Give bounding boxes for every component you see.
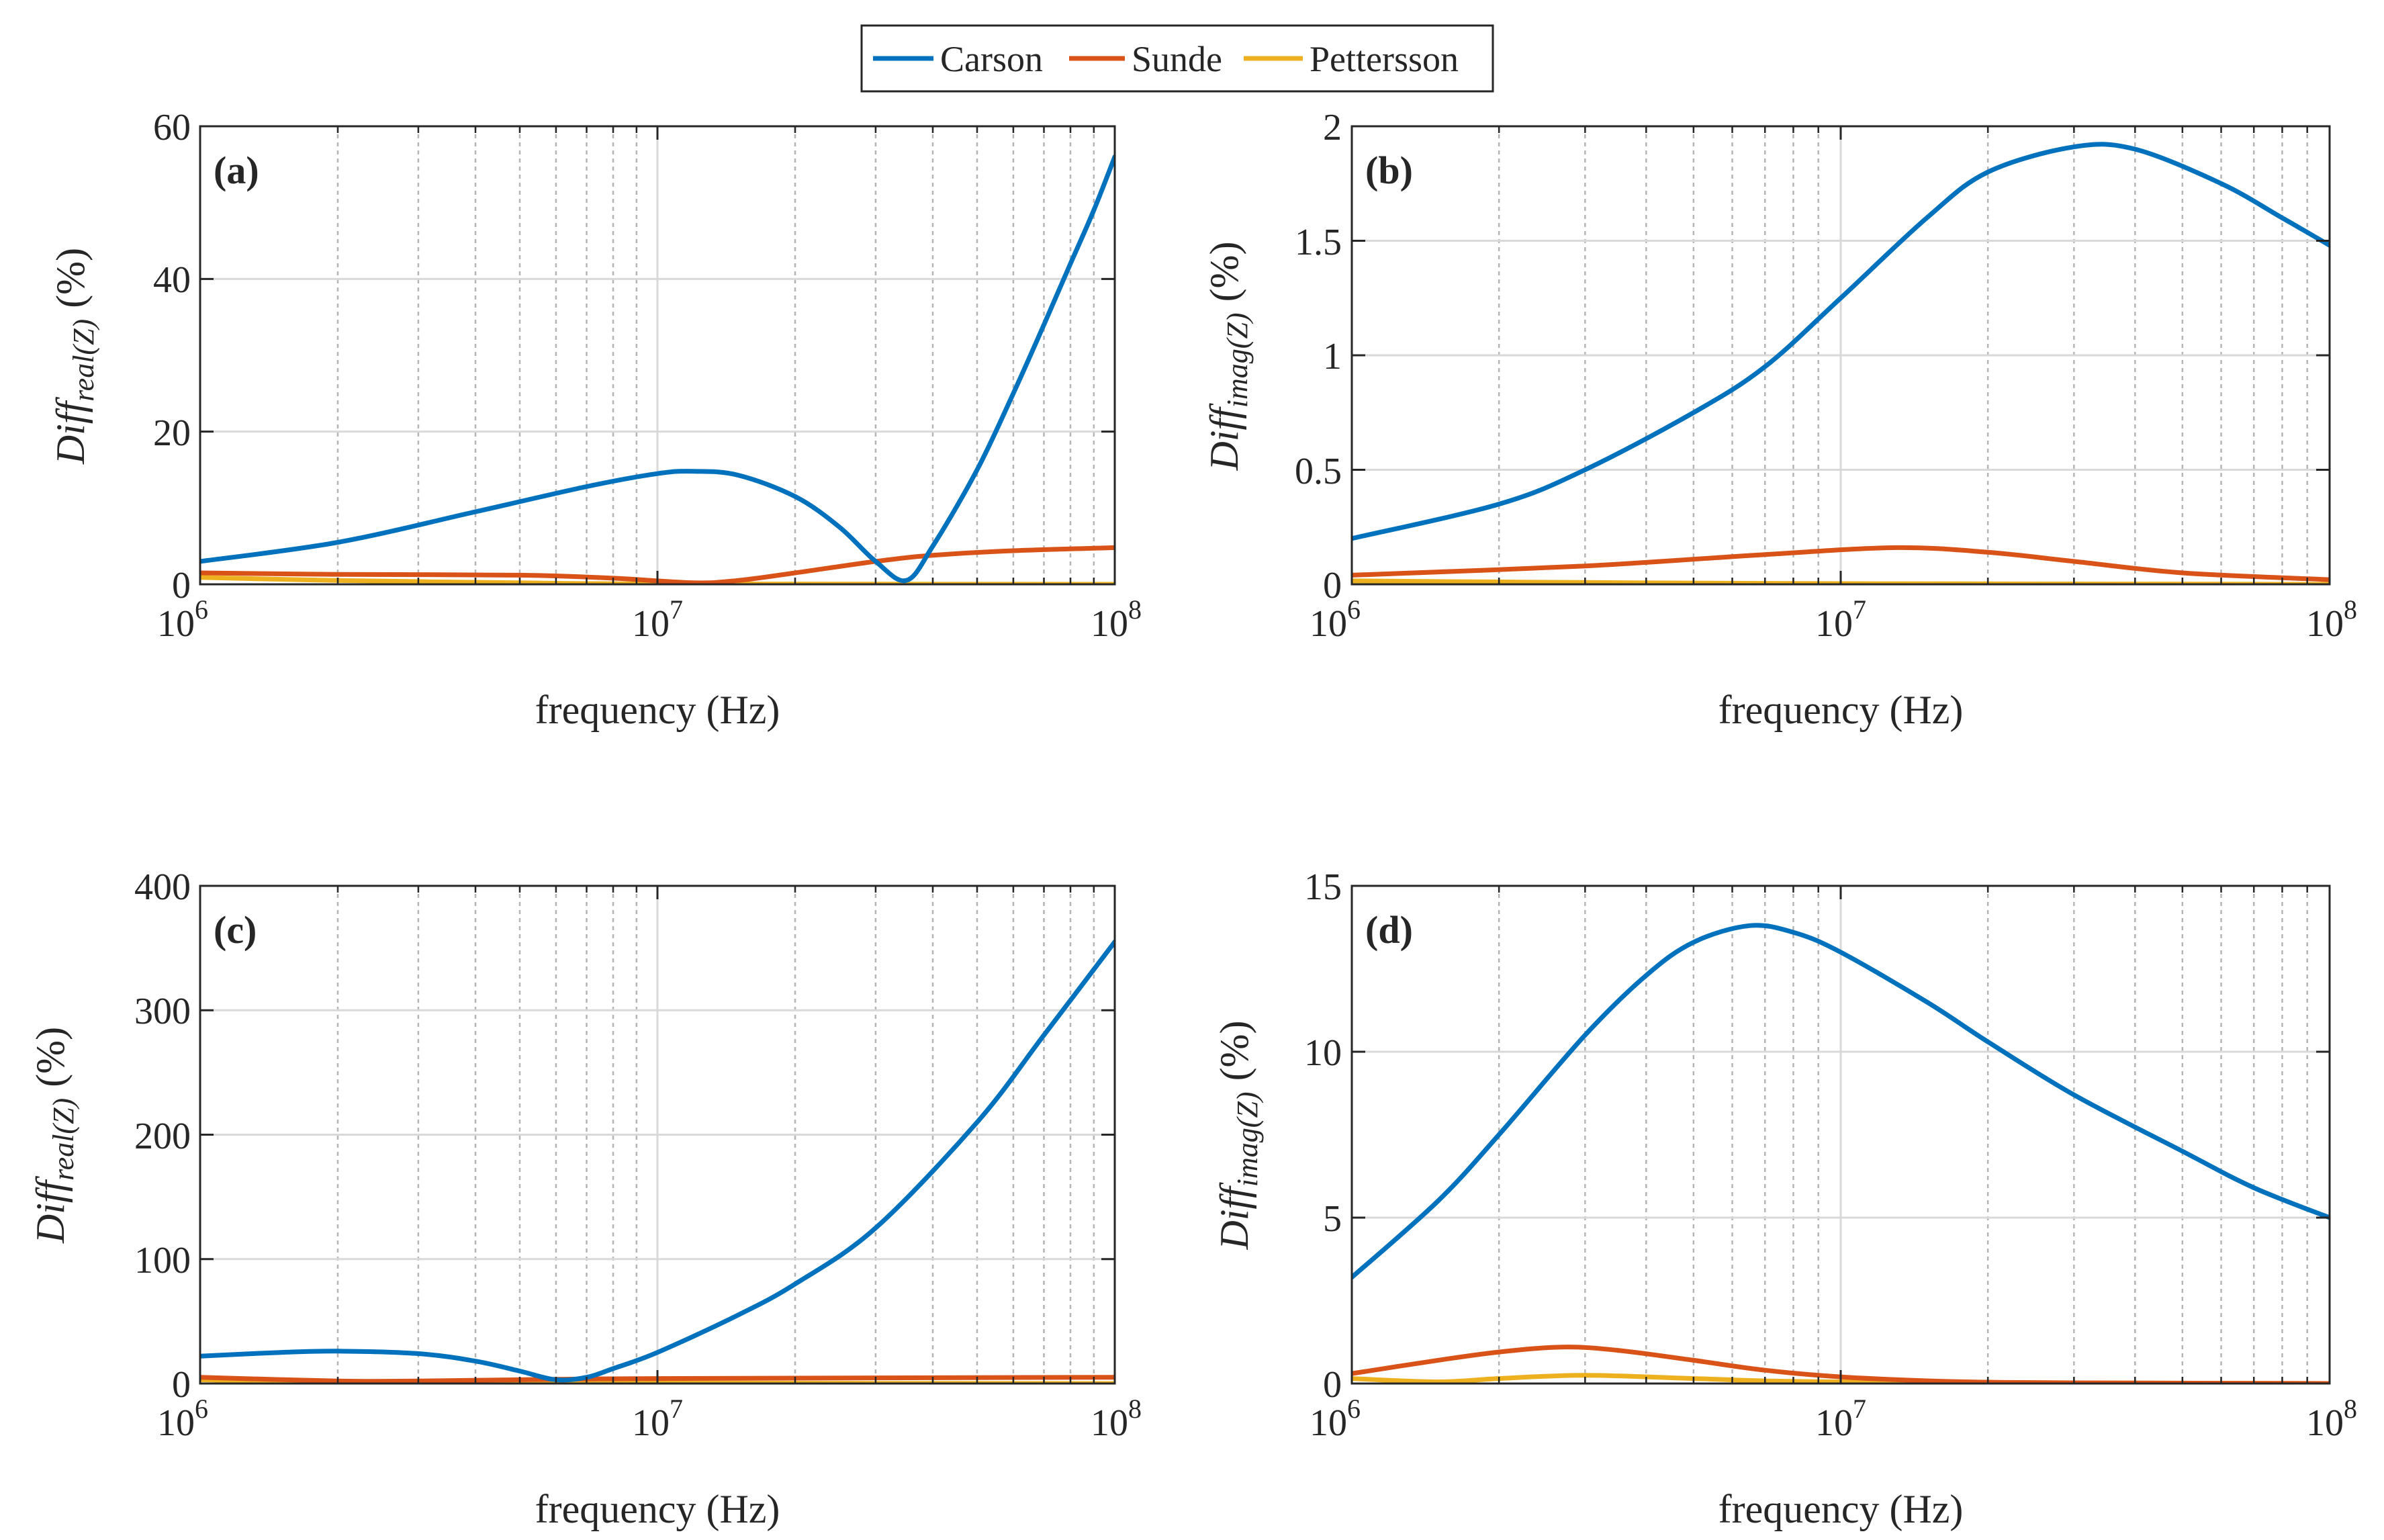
x-tick-exp: 8 xyxy=(1128,594,1142,625)
legend: Carson Sunde Pettersson xyxy=(860,24,1494,93)
y-axis-label: Diffimag(Z) (%) xyxy=(1212,1020,1264,1250)
y-label-unit: (%) xyxy=(28,1027,73,1087)
x-tick-base: 10 xyxy=(1091,603,1128,645)
x-tick-label-1e7: 107 xyxy=(632,594,683,645)
y-label-main: Diff xyxy=(28,1175,73,1244)
y-label-main: Diff xyxy=(1202,403,1246,471)
x-axis-label: frequency (Hz) xyxy=(1718,688,1964,732)
series-line-sunde xyxy=(1352,545,2330,582)
x-tick-exp: 6 xyxy=(195,594,208,625)
panel-label: (a) xyxy=(214,148,259,192)
y-tick-label: 40 xyxy=(153,259,191,301)
y-tick-label: 1.5 xyxy=(1295,222,1342,263)
y-tick-label: 0.5 xyxy=(1295,451,1342,492)
series-line-carson xyxy=(200,939,1115,1383)
x-tick-base: 10 xyxy=(1815,1402,1853,1444)
x-tick-label-1e8: 108 xyxy=(2306,594,2357,645)
y-label-main: Diff xyxy=(1212,1182,1256,1251)
x-tick-base: 10 xyxy=(2306,603,2344,645)
legend-box xyxy=(860,24,1494,93)
x-tick-label-1e6: 106 xyxy=(157,1394,208,1444)
x-tick-exp: 8 xyxy=(2344,594,2357,625)
y-tick-label: 0 xyxy=(172,1364,191,1406)
y-axis-label: Diffimag(Z) (%) xyxy=(1202,241,1254,471)
x-tick-exp: 8 xyxy=(1128,1394,1142,1424)
x-axis-label: frequency (Hz) xyxy=(535,688,780,732)
x-tick-exp: 8 xyxy=(2344,1394,2357,1424)
y-tick-label: 0 xyxy=(172,565,191,606)
y-label-unit: (%) xyxy=(1202,241,1246,302)
x-tick-label-1e8: 108 xyxy=(1091,594,1142,645)
panel-label: (c) xyxy=(214,908,257,952)
x-tick-label-1e8: 108 xyxy=(2306,1394,2357,1444)
y-tick-label: 100 xyxy=(134,1240,191,1281)
y-tick-label: 5 xyxy=(1323,1198,1342,1240)
y-tick-label: 200 xyxy=(134,1116,191,1157)
legend-label-carson: Carson xyxy=(940,39,1043,79)
y-tick-label: 1 xyxy=(1323,336,1342,377)
x-tick-exp: 7 xyxy=(1853,1394,1866,1424)
panel-label: (b) xyxy=(1365,148,1413,192)
x-tick-exp: 7 xyxy=(1853,594,1866,625)
series-line-carson xyxy=(200,154,1115,584)
legend-label-pettersson: Pettersson xyxy=(1310,39,1459,79)
x-tick-label-1e7: 107 xyxy=(632,1394,683,1444)
x-tick-label-1e7: 107 xyxy=(1815,1394,1866,1444)
y-label-subscript: real(Z) xyxy=(67,319,100,402)
panel-d: (d) 106 107 108 0 5 10 15 frequency (Hz)… xyxy=(1212,866,2357,1531)
x-tick-base: 10 xyxy=(1091,1402,1128,1444)
x-tick-exp: 6 xyxy=(1347,594,1361,625)
x-tick-label-1e7: 107 xyxy=(1815,594,1866,645)
panel-b: (b) 106 107 108 0 0.5 1 1.5 2 frequency … xyxy=(1202,107,2357,732)
y-axis-label: Diffreal(Z) (%) xyxy=(48,248,100,465)
y-tick-label: 2 xyxy=(1323,107,1342,148)
x-tick-base: 10 xyxy=(157,1402,195,1444)
y-label-subscript: imag(Z) xyxy=(1221,312,1254,408)
x-tick-base: 10 xyxy=(1310,603,1347,645)
y-tick-label: 400 xyxy=(134,866,191,908)
y-tick-label: 15 xyxy=(1304,866,1342,908)
x-tick-exp: 7 xyxy=(670,594,683,625)
x-tick-label-1e8: 108 xyxy=(1091,1394,1142,1444)
x-tick-label-1e6: 106 xyxy=(1310,594,1361,645)
panel-a: (a) 106 107 108 0 20 40 60 frequency (Hz… xyxy=(48,107,1142,732)
x-axis-label: frequency (Hz) xyxy=(1718,1487,1964,1531)
y-label-unit: (%) xyxy=(48,248,93,308)
x-tick-base: 10 xyxy=(1815,603,1853,645)
x-tick-base: 10 xyxy=(632,603,670,645)
y-label-subscript: real(Z) xyxy=(47,1098,80,1181)
x-tick-base: 10 xyxy=(1310,1402,1347,1444)
panel-c: (c) 106 107 108 0 100 200 300 400 freque… xyxy=(28,866,1142,1531)
y-tick-label: 0 xyxy=(1323,565,1342,606)
x-tick-exp: 6 xyxy=(1347,1394,1361,1424)
x-tick-base: 10 xyxy=(157,603,195,645)
panel-label: (d) xyxy=(1365,908,1413,952)
series-line-carson xyxy=(1352,923,2330,1280)
y-tick-label: 0 xyxy=(1323,1364,1342,1406)
x-tick-label-1e6: 106 xyxy=(1310,1394,1361,1444)
legend-label-sunde: Sunde xyxy=(1132,39,1222,79)
x-tick-base: 10 xyxy=(632,1402,670,1444)
y-label-unit: (%) xyxy=(1212,1020,1256,1081)
y-tick-label: 60 xyxy=(153,107,191,148)
x-axis-label: frequency (Hz) xyxy=(535,1487,780,1531)
x-tick-exp: 7 xyxy=(670,1394,683,1424)
x-tick-label-1e6: 106 xyxy=(157,594,208,645)
x-tick-exp: 6 xyxy=(195,1394,208,1424)
y-tick-label: 300 xyxy=(134,991,191,1032)
series-line-carson xyxy=(1352,142,2330,541)
y-tick-label: 20 xyxy=(153,412,191,454)
series-line-sunde xyxy=(200,545,1115,584)
y-label-subscript: imag(Z) xyxy=(1231,1091,1264,1187)
y-tick-label: 10 xyxy=(1304,1032,1342,1074)
y-axis-label: Diffreal(Z) (%) xyxy=(28,1027,80,1244)
y-label-main: Diff xyxy=(48,396,93,465)
x-tick-base: 10 xyxy=(2306,1402,2344,1444)
